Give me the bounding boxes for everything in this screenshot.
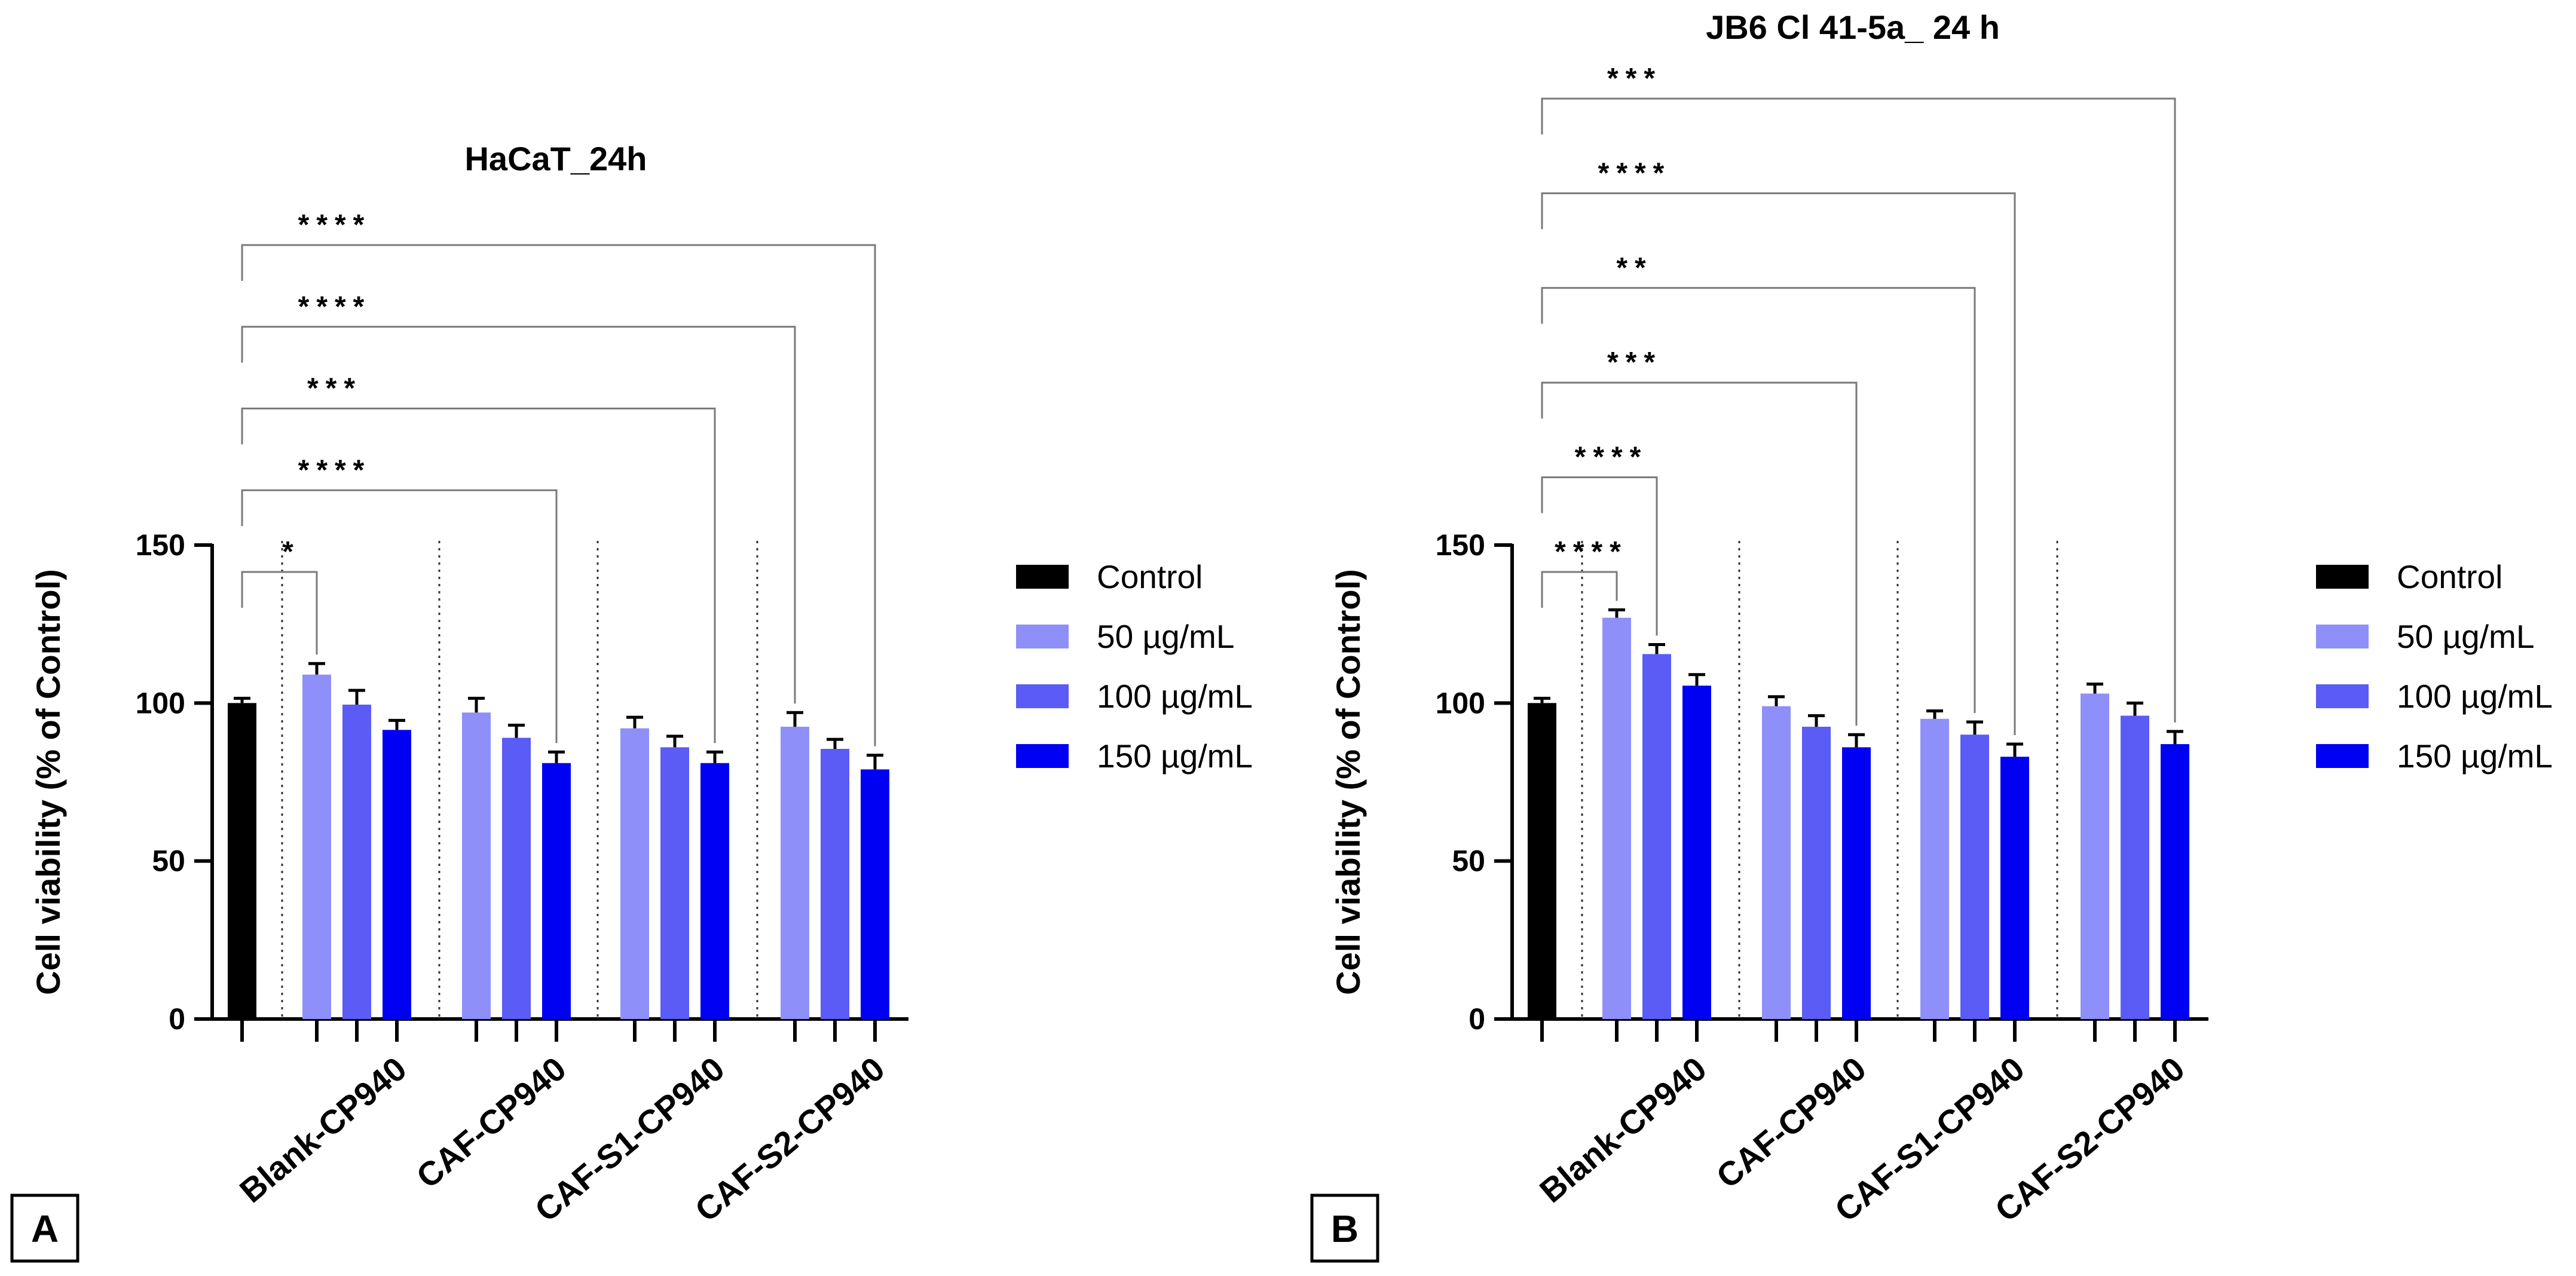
legend-label: 100 µg/mL <box>2397 678 2553 715</box>
significance-bracket <box>1541 97 2176 723</box>
bar-blank-cp940-0 <box>1602 617 1631 1019</box>
significance-bracket <box>241 489 558 743</box>
bar-caf-s2-cp940-0 <box>2081 693 2109 1019</box>
significance-label: ** <box>1616 252 1653 284</box>
legend-label: 50 µg/mL <box>1097 618 1234 655</box>
significance-bracket <box>1541 287 1976 714</box>
y-tick-label: 150 <box>1436 528 1485 562</box>
bar-caf-s1-cp940-0 <box>1920 718 1949 1019</box>
chart-panel-b: JB6 Cl 41-5a_ 24 h Cell viability (% of C… <box>1310 8 2553 1263</box>
bar-caf-s1-cp940-1 <box>660 747 689 1019</box>
legend-label: 150 µg/mL <box>1097 738 1253 775</box>
significance-bracket <box>1541 192 2016 736</box>
significance-bracket <box>1541 571 1618 608</box>
bar-caf-s2-cp940-0 <box>781 726 809 1019</box>
legend: Control 50 µg/mL 100 µg/mL 150 µg/mL <box>1016 558 1253 775</box>
panel-label: A <box>31 1207 59 1250</box>
panel-label-box <box>10 1194 79 1263</box>
significance-bracket <box>1541 476 1658 636</box>
bar-blank-cp940-2 <box>383 730 411 1019</box>
bar-caf-cp940-0 <box>1762 706 1791 1019</box>
bar-caf-cp940-0 <box>462 712 491 1019</box>
y-axis-label: Cell viability (% of Control) <box>29 569 67 995</box>
significance-bracket <box>241 244 876 746</box>
bar-control <box>1528 703 1556 1019</box>
x-category-label: CAF-CP940 <box>409 1049 573 1195</box>
bar-blank-cp940-0 <box>302 674 331 1019</box>
legend: Control 50 µg/mL 100 µg/mL 150 µg/mL <box>2316 558 2553 775</box>
x-category-label: CAF-CP940 <box>1709 1049 1873 1195</box>
y-tick-label: 100 <box>136 686 185 720</box>
legend-label: 50 µg/mL <box>2397 618 2534 655</box>
bar-caf-s2-cp940-2 <box>861 769 889 1019</box>
legend-label: 150 µg/mL <box>2397 738 2553 775</box>
legend-swatch <box>1016 625 1069 648</box>
bar-caf-s2-cp940-1 <box>2121 715 2149 1019</box>
bar-control <box>228 703 256 1019</box>
legend-swatch <box>1016 565 1069 589</box>
legend-swatch <box>2316 565 2369 589</box>
bar-blank-cp940-1 <box>1642 654 1671 1019</box>
bar-caf-s1-cp940-2 <box>700 763 729 1019</box>
bar-caf-s2-cp940-1 <box>821 748 849 1019</box>
significance-bracket <box>1541 381 1858 726</box>
bar-caf-cp940-1 <box>1802 726 1831 1019</box>
legend-swatch <box>1016 684 1069 708</box>
significance-label: **** <box>1555 536 1628 568</box>
y-tick-label: 0 <box>169 1002 185 1036</box>
bar-blank-cp940-2 <box>1682 686 1711 1019</box>
bar-caf-s1-cp940-2 <box>2000 757 2029 1019</box>
significance-label: * <box>282 536 301 568</box>
significance-label: **** <box>298 454 372 486</box>
chart-panel-a: HaCaT_24h Cell viability (% of Control) 0 5… <box>10 140 1253 1263</box>
bar-caf-s1-cp940-1 <box>1960 735 1989 1019</box>
bar-caf-cp940-1 <box>502 738 531 1019</box>
bar-blank-cp940-1 <box>342 704 371 1019</box>
y-axis-label: Cell viability (% of Control) <box>1329 569 1367 995</box>
significance-bracket <box>241 408 716 743</box>
bar-caf-s2-cp940-2 <box>2161 744 2189 1019</box>
chart-title: JB6 Cl 41-5a_ 24 h <box>1706 8 2000 46</box>
y-tick-label: 150 <box>136 528 185 562</box>
y-tick-label: 50 <box>152 844 185 878</box>
significance-label: **** <box>1575 442 1648 473</box>
panel-label-box <box>1310 1194 1379 1263</box>
legend-label: Control <box>2397 558 2502 595</box>
y-tick-label: 100 <box>1436 686 1485 720</box>
x-category-label: Blank-CP940 <box>232 1049 414 1210</box>
significance-label: *** <box>1607 63 1662 94</box>
x-category-label: Blank-CP940 <box>1532 1049 1714 1210</box>
legend-swatch <box>2316 744 2369 768</box>
significance-bracket <box>241 571 318 655</box>
bar-caf-cp940-2 <box>542 763 571 1019</box>
y-tick-label: 0 <box>1468 1002 1485 1036</box>
legend-swatch <box>2316 625 2369 648</box>
legend-label: Control <box>1097 558 1203 595</box>
bar-caf-cp940-2 <box>1842 747 1871 1019</box>
significance-bracket <box>241 326 796 704</box>
chart-title: HaCaT_24h <box>464 140 647 178</box>
significance-label: **** <box>1598 157 1672 189</box>
legend-swatch <box>2316 684 2369 708</box>
y-tick-label: 50 <box>1452 844 1485 878</box>
significance-label: **** <box>298 291 372 323</box>
significance-label: *** <box>307 373 362 405</box>
legend-label: 100 µg/mL <box>1097 678 1253 715</box>
significance-label: *** <box>1607 347 1662 378</box>
legend-swatch <box>1016 744 1069 768</box>
significance-label: **** <box>298 209 372 241</box>
bar-caf-s1-cp940-0 <box>620 728 649 1019</box>
panel-label: B <box>1331 1207 1359 1250</box>
